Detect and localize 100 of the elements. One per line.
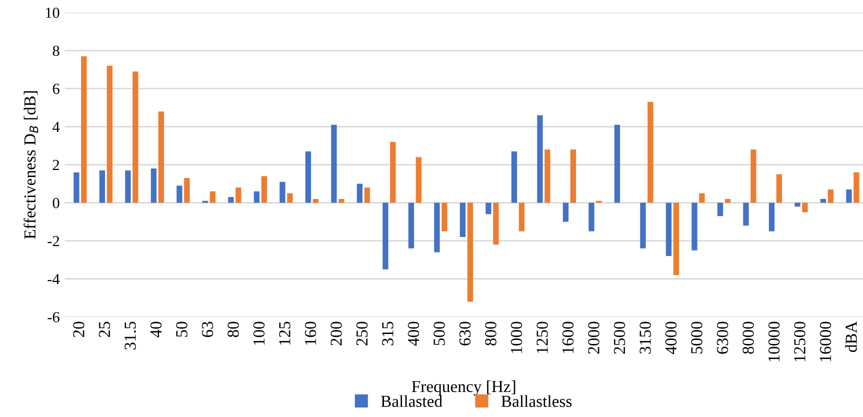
- bar: [692, 202, 698, 250]
- x-tick-label: 4000: [665, 322, 677, 354]
- x-tick-label: 8000: [742, 322, 754, 354]
- bar: [434, 202, 440, 252]
- y-tick-label: -2: [48, 236, 60, 246]
- bar: [493, 202, 499, 245]
- x-tick-label: 250: [356, 322, 368, 346]
- bar: [210, 191, 216, 203]
- bar: [356, 184, 363, 203]
- y-tick-label: 4: [52, 122, 60, 132]
- bar: [106, 66, 112, 203]
- x-tick-label: 6300: [716, 322, 728, 354]
- bar: [287, 193, 293, 203]
- x-tick-label: 200: [330, 322, 342, 346]
- bar: [614, 124, 620, 203]
- x-tick-label: 5000: [691, 322, 702, 354]
- bar: [699, 193, 705, 203]
- x-tick-label: 16000: [820, 322, 832, 362]
- x-tick-label: 800: [485, 322, 496, 346]
- x-tick-label: 1600: [562, 322, 574, 353]
- x-tick-label: 10000: [768, 322, 780, 362]
- x-tick-label: dBA: [845, 321, 857, 352]
- legend-label: Ballasted: [381, 395, 442, 407]
- bar: [846, 189, 852, 203]
- y-tick-label: 0: [52, 198, 60, 208]
- x-tick-label: 2500: [614, 322, 626, 354]
- bar: [331, 124, 337, 203]
- bar: [364, 188, 370, 203]
- bar: [648, 102, 654, 203]
- x-tick-label: 315: [382, 322, 394, 346]
- y-tick-label: 6: [52, 84, 60, 94]
- bar: [460, 202, 466, 238]
- bar: [305, 151, 312, 203]
- bar: [537, 115, 543, 203]
- x-tick-label: 12500: [794, 322, 806, 362]
- bar: [750, 149, 756, 203]
- bar: [150, 168, 157, 203]
- bar: [666, 202, 672, 256]
- x-tick-label: 3150: [640, 322, 651, 354]
- bar: [820, 198, 826, 203]
- x-tick-label: 1250: [536, 322, 548, 353]
- y-tick-label: 2: [52, 160, 60, 170]
- x-tick-label: 40: [150, 322, 162, 338]
- bar: [338, 198, 344, 203]
- bar: [724, 198, 731, 203]
- bar: [743, 202, 749, 226]
- bar: [132, 71, 138, 203]
- bar: [280, 182, 286, 203]
- x-tick-label: 2000: [588, 322, 600, 354]
- bar: [236, 188, 242, 203]
- bar: [228, 197, 234, 203]
- x-tick-label: 500: [434, 322, 445, 346]
- bar: [312, 198, 318, 203]
- bar: [776, 174, 782, 203]
- y-tick-label: -4: [48, 274, 60, 284]
- x-tick-label: 63: [202, 322, 214, 338]
- bar: [125, 170, 131, 203]
- bar: [486, 202, 492, 214]
- x-tick-label: 100: [253, 322, 265, 345]
- bar: [390, 142, 396, 203]
- x-tick-label: 400: [408, 322, 420, 346]
- bar: [416, 157, 422, 203]
- bar: [588, 202, 594, 232]
- bar: [854, 172, 860, 203]
- bar: [828, 189, 834, 203]
- x-tick-label: 1000: [510, 322, 522, 353]
- bar: [158, 111, 164, 203]
- x-axis-title: Frequency [Hz]: [412, 380, 516, 396]
- bar: [562, 202, 569, 222]
- bar: [467, 202, 474, 302]
- x-tick-label: 125: [279, 322, 290, 345]
- bar: [442, 202, 448, 232]
- bar: [717, 202, 724, 216]
- bar: [794, 202, 800, 207]
- x-tick-label: 31.5: [124, 322, 136, 350]
- bar: [673, 202, 680, 276]
- bar: [99, 170, 106, 203]
- x-tick-label: 630: [459, 322, 471, 346]
- legend-label: Ballastless: [501, 395, 572, 407]
- bar: [176, 186, 182, 203]
- bar: [74, 172, 80, 203]
- bar: [184, 178, 190, 203]
- bar: [511, 151, 518, 203]
- x-tick-label: 80: [228, 322, 239, 338]
- x-tick-label: 25: [98, 322, 110, 338]
- y-tick-label: 8: [52, 46, 60, 56]
- bar: [254, 191, 260, 203]
- bar: [261, 176, 267, 203]
- x-tick-label: 160: [304, 322, 316, 345]
- bar: [81, 56, 87, 203]
- y-axis-title: Effectiveness D$_{B}$ [dB]: [24, 91, 38, 239]
- bar: [408, 202, 414, 248]
- bar: [518, 202, 525, 232]
- bar: [382, 202, 388, 270]
- bar: [640, 202, 646, 248]
- y-tick-label: 10: [46, 8, 60, 18]
- x-tick-label: 50: [176, 322, 188, 337]
- bar: [570, 149, 576, 203]
- bar: [768, 202, 775, 232]
- y-tick-label: -6: [48, 312, 60, 322]
